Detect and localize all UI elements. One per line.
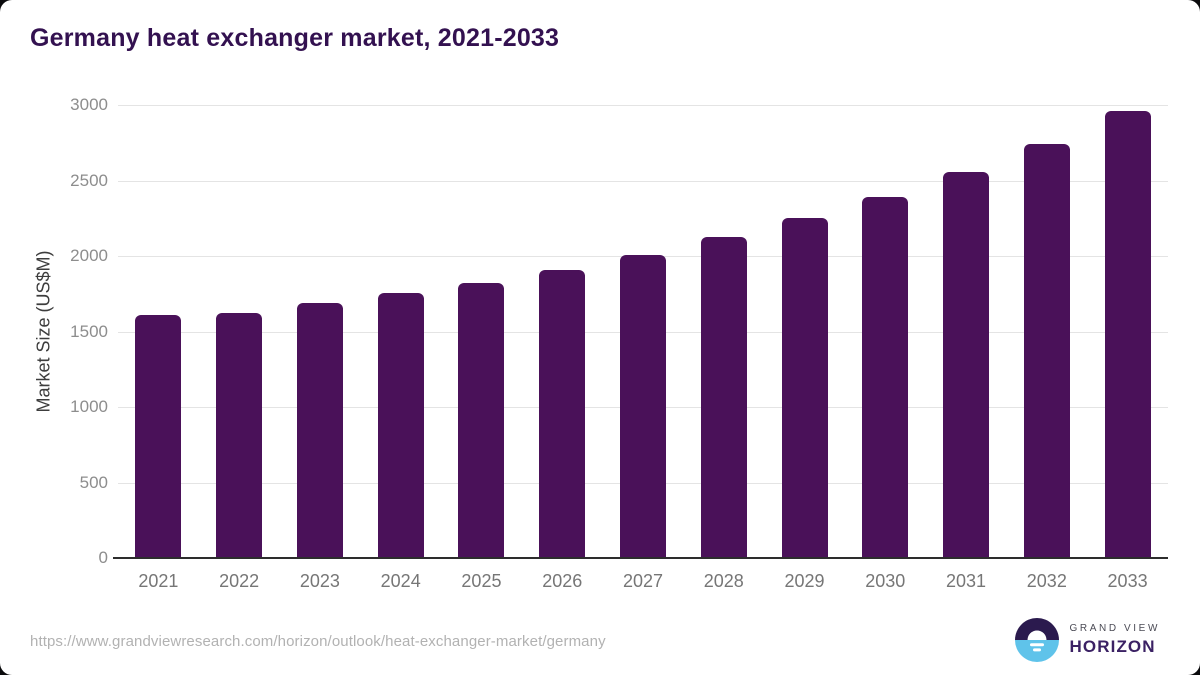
bar-slot — [199, 105, 280, 558]
bar-2021[interactable] — [135, 314, 182, 558]
brand-name-bottom: HORIZON — [1069, 637, 1156, 656]
horizon-sun-over-water-icon — [1014, 618, 1059, 662]
bar-slot — [603, 105, 684, 558]
bar-slot — [764, 105, 845, 558]
bar-slot — [522, 105, 603, 558]
bar-slot — [683, 105, 764, 558]
x-tick-label: 2027 — [622, 571, 663, 591]
x-tick-label: 2023 — [299, 571, 340, 591]
bar-2022[interactable] — [216, 312, 263, 558]
bar-2032[interactable] — [1023, 144, 1070, 558]
bar-2031[interactable] — [943, 172, 990, 558]
x-axis-line — [113, 557, 1168, 559]
bar-slot — [1006, 105, 1087, 558]
bar-slot — [1087, 105, 1168, 558]
bar-2033[interactable] — [1104, 111, 1151, 558]
brand-text: GRAND VIEW HORIZON — [1070, 623, 1160, 657]
brand-name-top: GRAND VIEW — [1069, 623, 1160, 634]
y-tick-label: 3000 — [70, 95, 108, 114]
bar-2029[interactable] — [781, 217, 828, 558]
gridline — [118, 180, 1168, 182]
bar-2028[interactable] — [700, 237, 747, 558]
x-tick-label: 2024 — [380, 571, 421, 591]
x-tick-label: 2028 — [703, 571, 744, 591]
bar-2027[interactable] — [619, 254, 666, 558]
bar-chart-plot-area — [118, 105, 1168, 558]
x-tick-label: 2033 — [1107, 571, 1148, 591]
source-url: https://www.grandviewresearch.com/horizo… — [30, 633, 606, 650]
bar-slot — [280, 105, 361, 558]
bar-slot — [360, 105, 441, 558]
x-tick-label: 2032 — [1026, 571, 1067, 591]
chart-title: Germany heat exchanger market, 2021-2033 — [30, 24, 560, 52]
bar-slot — [845, 105, 926, 558]
bar-slot — [118, 105, 199, 558]
x-axis-labels: 2021 2022 2023 2024 2025 2026 2027 2028 2029 2030… — [118, 571, 1168, 592]
bar-2023[interactable] — [296, 303, 343, 558]
y-tick-label: 2000 — [70, 246, 108, 265]
bar-2026[interactable] — [539, 269, 586, 558]
y-axis-ticks: 0 500 1000 1500 2000 2500 3000 — [40, 95, 108, 567]
bar-2025[interactable] — [458, 282, 505, 558]
x-tick-label: 2031 — [946, 571, 987, 591]
bars-container — [118, 105, 1168, 558]
y-tick-label: 1000 — [70, 397, 108, 416]
bar-2024[interactable] — [377, 293, 424, 558]
y-tick-label: 1500 — [70, 321, 108, 341]
x-tick-label: 2025 — [461, 571, 502, 591]
x-tick-label: 2026 — [542, 571, 583, 591]
x-tick-label: 2029 — [784, 571, 825, 591]
bar-slot — [441, 105, 522, 558]
x-tick-label: 2030 — [865, 571, 906, 591]
brand-logo[interactable]: GRAND VIEW HORIZON — [1014, 618, 1160, 662]
bar-2030[interactable] — [862, 197, 909, 558]
y-tick-label: 2500 — [70, 170, 108, 190]
y-tick-label: 0 — [98, 548, 108, 567]
x-tick-label: 2021 — [138, 571, 179, 591]
bar-slot — [926, 105, 1007, 558]
gridline — [118, 105, 1168, 106]
x-tick-label: 2022 — [219, 571, 260, 591]
y-tick-label: 500 — [79, 472, 108, 492]
